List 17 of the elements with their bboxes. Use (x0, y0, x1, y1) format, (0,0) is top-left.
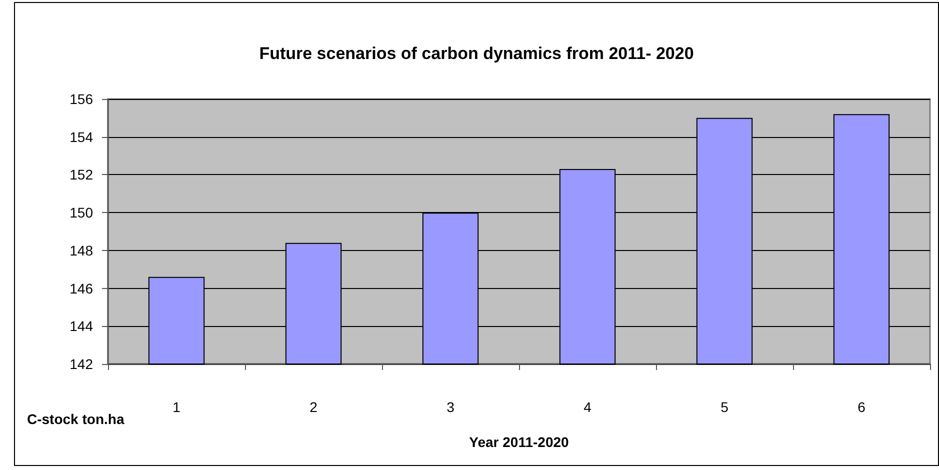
x-tick-label: 4 (584, 399, 592, 415)
y-tick-label: 144 (70, 318, 94, 334)
x-axis-title: Year 2011-2020 (469, 434, 570, 450)
y-tick-label: 148 (70, 242, 94, 258)
x-tick-label: 3 (446, 399, 455, 415)
y-tick-label: 146 (70, 280, 94, 296)
y-tick-label: 154 (70, 128, 94, 145)
y-axis-title: C-stock ton.ha (27, 411, 124, 427)
y-tick-label: 156 (70, 91, 94, 107)
y-tick-label: 150 (70, 204, 94, 221)
y-tick-label: 142 (70, 356, 94, 372)
x-tick-label: 1 (172, 399, 181, 415)
x-tick-label: 6 (858, 399, 866, 415)
chart-title: Future scenarios of carbon dynamics from 2011- 2020 (259, 44, 694, 63)
y-tick-label: 152 (70, 166, 94, 183)
x-tick-label: 5 (720, 399, 729, 415)
x-tick-label: 2 (310, 399, 318, 415)
